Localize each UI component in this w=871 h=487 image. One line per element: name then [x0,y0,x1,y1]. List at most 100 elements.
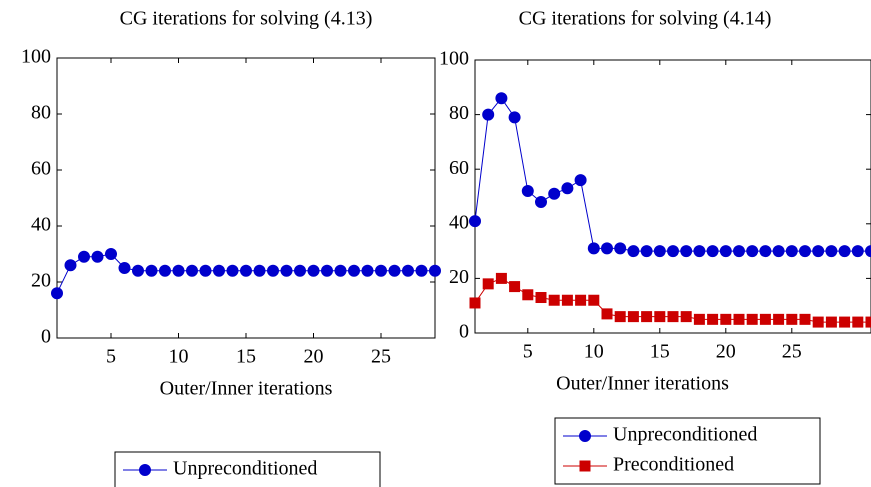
data-point [865,316,871,328]
data-point [213,264,225,277]
data-point [641,311,653,323]
data-point [561,182,574,195]
data-point [707,313,719,325]
x-axis-label: Outer/Inner iterations [556,373,729,395]
data-point [825,316,837,328]
data-point [746,313,758,325]
data-point [548,187,561,200]
data-point [706,245,719,258]
legend-box [554,417,821,485]
data-point [561,294,573,306]
data-point [852,316,864,328]
legend-marker [139,464,151,476]
data-point [746,245,759,258]
chart-title: CG iterations for solving (4.13) [120,8,373,30]
data-point [720,313,732,325]
data-point [693,313,705,325]
data-point [759,313,771,325]
y-tick-label: 80 [449,102,469,124]
data-point [680,245,693,258]
y-tick-label: 80 [31,102,51,124]
data-point [118,262,131,274]
data-point [91,250,104,263]
x-tick-label: 20 [304,346,324,368]
data-point [105,248,117,260]
legend-label: Unpreconditioned [613,424,757,446]
data-point [839,316,851,328]
x-tick-label: 10 [584,341,604,363]
data-point [733,245,745,258]
data-point [587,242,600,255]
data-point [159,264,171,277]
data-point [667,245,679,258]
data-point [693,245,706,258]
data-point [522,289,534,301]
data-point [786,313,798,325]
y-tick-label: 60 [31,158,51,180]
data-point [773,313,785,325]
data-point [294,264,306,277]
legend-marker [579,430,591,442]
y-tick-label: 40 [31,214,51,236]
data-point [307,264,320,277]
data-point [402,264,414,277]
data-point [588,294,600,306]
x-tick-label: 15 [236,346,256,368]
x-tick-label: 10 [169,346,189,368]
data-point [132,264,144,277]
data-point [548,294,560,306]
x-tick-label: 20 [716,341,736,363]
data-point [772,245,785,258]
data-point [812,316,824,328]
data-point [495,272,507,284]
data-point [812,245,825,258]
y-tick-label: 40 [449,211,469,233]
data-point [145,264,158,277]
data-point [759,245,772,258]
data-point [253,264,266,277]
y-tick-label: 100 [439,48,469,70]
data-point [865,245,871,258]
x-tick-label: 25 [782,341,802,363]
data-point [667,311,679,323]
data-point [186,264,198,277]
data-point [838,245,851,258]
legend-label: Preconditioned [613,454,734,476]
legend-marker [579,460,591,472]
data-point [653,245,666,258]
data-point [851,245,864,258]
data-point [348,264,360,277]
x-tick-label: 5 [106,346,116,368]
data-point [334,264,347,277]
data-point [535,292,547,304]
data-point [680,311,692,323]
data-point [482,278,494,290]
data-point [78,250,90,263]
y-tick-label: 20 [449,266,469,288]
legend-label: Unpreconditioned [173,458,317,480]
data-point [509,281,521,293]
data-point [719,245,732,258]
data-point [640,245,653,258]
y-tick-label: 0 [41,326,51,348]
y-tick-label: 20 [31,270,51,292]
data-point [321,264,333,277]
data-point [614,242,627,255]
data-point [267,264,279,277]
chart-title: CG iterations for solving (4.14) [519,8,772,30]
data-point [521,185,534,198]
x-tick-label: 25 [371,346,391,368]
data-point [172,264,185,277]
data-point [280,264,293,277]
data-point [825,245,838,258]
series-line [474,97,871,252]
data-point [785,245,798,258]
data-point [64,259,77,272]
data-point [469,297,481,309]
y-tick-label: 0 [459,321,469,343]
data-point [601,308,613,320]
data-point [361,264,374,277]
data-point [199,264,212,277]
